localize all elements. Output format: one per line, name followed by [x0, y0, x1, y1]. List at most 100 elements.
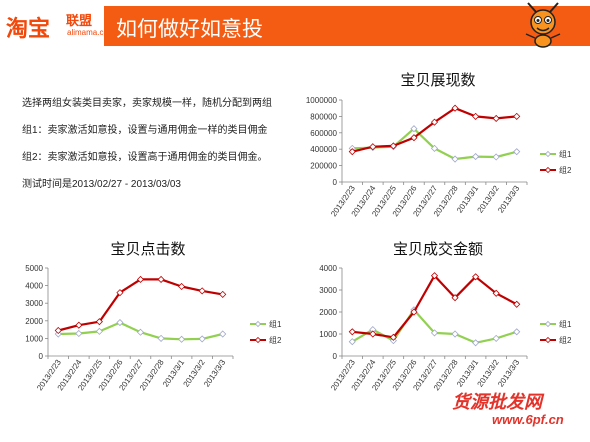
data-point: [348, 148, 356, 156]
data-point: [116, 318, 124, 327]
y-tick-label: 1000: [25, 334, 43, 343]
data-point: [389, 333, 397, 341]
data-point: [451, 294, 459, 302]
logo-sub-text: 联盟: [66, 13, 93, 28]
description-line: 组2：卖家激活如意投，设置高于通用佣金的类目佣金。: [22, 152, 268, 163]
y-tick-label: 200000: [310, 162, 337, 171]
legend-marker: [544, 150, 552, 158]
clicks-chart: 宝贝点击数0100020003000400050002013/2/232013/…: [25, 241, 282, 392]
data-point: [348, 328, 356, 336]
data-point: [472, 112, 480, 120]
data-point: [116, 289, 124, 297]
data-point: [95, 318, 103, 326]
y-tick-label: 3000: [25, 299, 43, 308]
legend-marker: [544, 336, 552, 344]
watermark-text: 货源批发网: [452, 392, 542, 412]
series-line: [351, 308, 518, 344]
data-point: [410, 125, 418, 133]
y-tick-label: 800000: [310, 112, 337, 121]
legend-label: 组2: [559, 335, 572, 345]
data-point: [513, 328, 521, 336]
y-tick-label: 3000: [319, 286, 337, 295]
data-point: [389, 142, 397, 150]
y-tick-label: 2000: [319, 308, 337, 317]
data-point: [198, 335, 206, 343]
y-tick-label: 0: [39, 352, 44, 361]
chart-title: 宝贝展现数: [400, 72, 475, 89]
data-point: [492, 114, 500, 123]
data-point: [492, 153, 500, 161]
y-tick-label: 0: [333, 178, 338, 187]
y-tick-label: 1000000: [306, 96, 338, 105]
y-tick-label: 4000: [319, 264, 337, 273]
data-point: [95, 327, 103, 335]
data-point: [472, 273, 480, 281]
series-line: [352, 274, 518, 339]
legend-marker: [544, 320, 552, 328]
data-point: [178, 335, 186, 343]
data-point: [219, 330, 227, 338]
x-tick-label: 2013/3/3: [202, 358, 228, 389]
legend-label: 组1: [269, 319, 282, 329]
data-point: [75, 321, 83, 329]
data-point: [472, 153, 480, 161]
description-line: 测试时间是2013/02/27 - 2013/03/03: [22, 179, 181, 190]
data-point: [451, 104, 459, 112]
brand-logo: 淘宝 联盟 alimama.com: [0, 0, 115, 50]
series-line: [352, 127, 517, 161]
page-title: 如何做好如意投: [116, 18, 263, 41]
data-point: [219, 290, 227, 298]
data-point: [430, 272, 439, 280]
data-point: [410, 308, 418, 316]
data-point: [451, 155, 459, 163]
data-point: [136, 328, 145, 336]
x-tick-label: 2013/3/3: [496, 358, 522, 389]
y-tick-label: 1000: [319, 330, 337, 339]
x-tick-label: 2013/3/3: [496, 184, 522, 215]
y-tick-label: 2000: [25, 317, 43, 326]
series-line: [58, 278, 223, 332]
title-bar: 如何做好如意投: [104, 6, 590, 46]
logo-main-text: 淘宝: [6, 16, 51, 41]
data-point: [492, 289, 500, 297]
header: 淘宝 联盟 alimama.com 如何做好如意投: [0, 0, 590, 50]
y-tick-label: 0: [333, 352, 338, 361]
legend-label: 组2: [559, 165, 572, 175]
data-point: [157, 275, 165, 284]
experiment-description: 选择两组女装类目卖家，卖家规模一样，随机分配到两组 组1：卖家激活如意投，设置与…: [22, 97, 272, 205]
data-point: [513, 148, 521, 156]
revenue-chart: 宝贝成交金额010002000300040002013/2/232013/2/2…: [319, 240, 572, 392]
data-point: [54, 326, 62, 335]
description-line: 组1：卖家激活如意投，设置与通用佣金一样的类目佣金: [22, 125, 268, 136]
data-point: [472, 339, 480, 347]
data-point: [513, 112, 521, 120]
legend-marker: [544, 166, 552, 174]
data-point: [410, 134, 418, 142]
data-point: [369, 330, 377, 338]
data-point: [75, 329, 83, 338]
data-point: [198, 287, 206, 295]
logo-url-text: alimama.com: [67, 28, 115, 37]
legend-marker: [254, 336, 262, 344]
data-point: [492, 334, 500, 342]
data-point: [178, 282, 186, 291]
y-tick-label: 5000: [25, 264, 43, 273]
legend-label: 组1: [559, 149, 572, 159]
y-tick-label: 400000: [310, 145, 337, 154]
legend-label: 组1: [559, 319, 572, 329]
impressions-chart: 宝贝展现数 0 200000 400000 600000 800000 1000000 201…: [306, 72, 572, 218]
description-line: 选择两组女装类目卖家，卖家规模一样，随机分配到两组: [22, 98, 272, 109]
y-tick-label: 4000: [25, 282, 43, 291]
watermark-url: www.6pf.cn: [492, 412, 564, 427]
data-point: [136, 275, 145, 284]
data-point: [157, 334, 165, 342]
chart-title: 宝贝成交金额: [393, 240, 483, 258]
legend-marker: [254, 320, 262, 328]
ant-mascot-icon: [525, 2, 561, 48]
data-point: [369, 143, 377, 151]
legend-label: 组2: [269, 335, 282, 345]
data-point: [348, 338, 356, 346]
data-point: [513, 300, 521, 308]
chart-title: 宝贝点击数: [110, 241, 185, 258]
y-tick-label: 600000: [310, 129, 337, 138]
